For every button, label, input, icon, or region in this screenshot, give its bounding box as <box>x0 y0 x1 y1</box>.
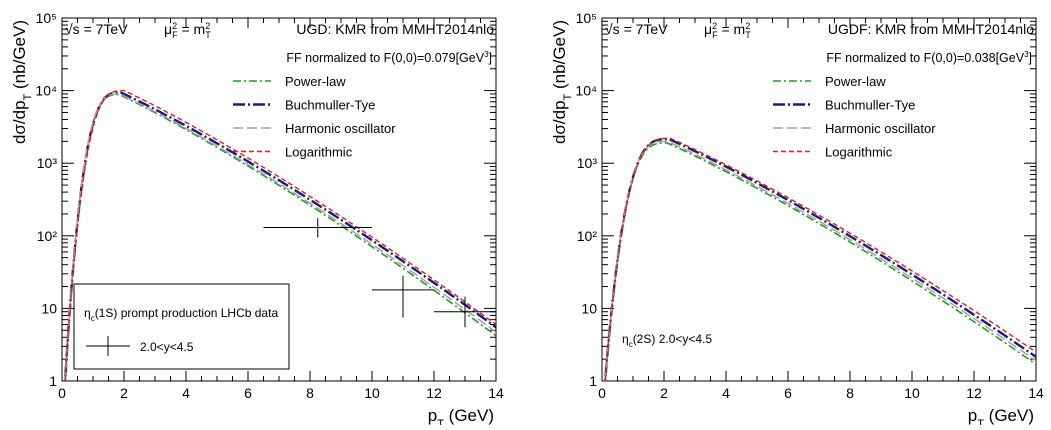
data-legend: ηc(1S) prompt production LHCb data 2.0<y<… <box>73 283 290 370</box>
data-point <box>434 296 496 328</box>
legend-label: Buchmuller-Tye <box>825 98 915 113</box>
x-tick-label: 12 <box>426 385 442 401</box>
ugd-label: UGDF: KMR from MMHT2014nlo <box>828 21 1034 37</box>
energy-label: √s = 7TeV <box>65 21 128 37</box>
data-legend-title: ηc(1S) prompt production LHCb data <box>84 306 278 323</box>
scale-label: μ2 F = m2 T <box>164 21 211 40</box>
series-line <box>64 93 496 381</box>
curves <box>603 137 1036 381</box>
x-tick-label: 4 <box>722 385 730 401</box>
y-tick-label: 10⁴ <box>575 83 597 99</box>
legend-label: Harmonic oscillator <box>285 121 396 136</box>
y-axis-label: dσ/dpT​ (nb/GeV) <box>550 20 574 144</box>
x-tick-label: 8 <box>306 385 314 401</box>
x-tick-label: 10 <box>904 385 920 401</box>
x-tick-label: 14 <box>1028 385 1044 401</box>
legend-label: Buchmuller-Tye <box>285 98 375 113</box>
y-tick-label: 10² <box>37 228 58 244</box>
y-tick-label: 1 <box>49 373 57 389</box>
y-tick-label: 1 <box>589 373 597 389</box>
ff-normalization-note: FF normalized to F(0,0)=0.038[GeV3] <box>826 50 1032 65</box>
legend-label: Power-law <box>825 74 886 89</box>
y-tick-label: 10³ <box>577 155 598 171</box>
curves <box>63 89 496 381</box>
x-tick-label: 10 <box>364 385 380 401</box>
y-tick-label: 10 <box>41 300 57 316</box>
plot-frame <box>601 17 1037 382</box>
legend-label: Harmonic oscillator <box>825 121 936 136</box>
legend-label: Logarithmic <box>825 145 893 160</box>
x-tick-label: 0 <box>598 385 606 401</box>
x-tick-label: 4 <box>182 385 190 401</box>
x-tick-label: 0 <box>58 385 66 401</box>
x-tick-label: 6 <box>784 385 792 401</box>
series-line <box>604 137 1036 381</box>
chart-panel-1: 0 2 4 6 8 10 12 14 1 10 10² 10³ 10⁴ 10⁵ pT​ (GeV) dσ/dp… <box>10 10 504 430</box>
data-point <box>372 275 434 318</box>
series-line <box>64 89 496 381</box>
y-tick-label: 10⁵ <box>36 10 57 26</box>
x-axis-label: pT​ (GeV) <box>428 406 494 425</box>
data-point <box>263 218 372 238</box>
legend-label: Power-law <box>285 74 346 89</box>
y-axis-label: dσ/dpT​ (nb/GeV) <box>10 20 34 144</box>
series-line <box>604 142 1036 381</box>
legend-label: Logarithmic <box>285 145 353 160</box>
y-axis-label-group: dσ/dpT​ (nb/GeV) <box>550 20 574 144</box>
series-line <box>63 91 496 381</box>
chart-panel-2: 0 2 4 6 8 10 12 14 1 10 10² 10³ 10⁴ 10⁵ pT​ (GeV) dσ/dp… <box>550 10 1044 430</box>
series-line <box>603 137 1036 381</box>
x-tick-label: 14 <box>488 385 504 401</box>
y-tick-label: 10⁵ <box>576 10 597 26</box>
y-axis-label-group: dσ/dpT​ (nb/GeV) <box>10 20 34 144</box>
ff-normalization-note: FF normalized to F(0,0)=0.079[GeV3] <box>286 50 492 65</box>
x-tick-label: 12 <box>966 385 982 401</box>
x-tick-label: 2 <box>120 385 128 401</box>
state-annotation: ηc(2S) 2.0<y<4.5 <box>622 332 712 349</box>
data-legend-entry: 2.0<y<4.5 <box>140 340 194 354</box>
y-tick-label: 10 <box>581 300 597 316</box>
y-tick-label: 10² <box>577 228 598 244</box>
ugd-label: UGD: KMR from MMHT2014nlo <box>296 21 494 37</box>
x-tick-label: 2 <box>660 385 668 401</box>
y-tick-label: 10³ <box>37 155 58 171</box>
x-axis-label: pT​ (GeV) <box>968 406 1034 425</box>
energy-label: √s = 7TeV <box>605 21 668 37</box>
x-tick-label: 8 <box>846 385 854 401</box>
x-tick-label: 6 <box>244 385 252 401</box>
series-line <box>604 140 1036 381</box>
scale-label: μ2 F = m2 T <box>704 21 751 40</box>
y-tick-label: 10⁴ <box>35 83 57 99</box>
